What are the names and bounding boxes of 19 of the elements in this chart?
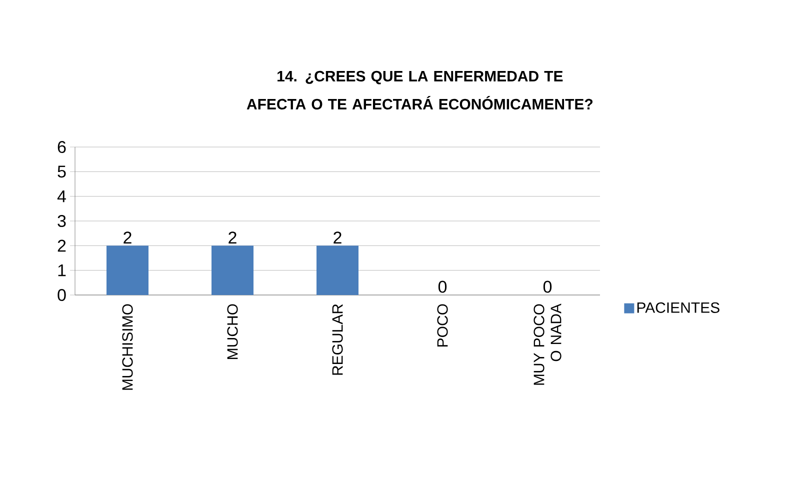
y-tick-label: 2	[58, 240, 66, 252]
x-tick-label: REGULAR	[332, 304, 343, 375]
data-label: 0	[543, 280, 552, 293]
x-tick-label: MUY POCO O NADA	[534, 304, 562, 385]
legend-label: PACIENTES	[637, 302, 720, 313]
chart-title: 14. ¿CREES QUE LA ENFERMEDAD TE AFECTA O TE AFECTARÁ ECONÓMICAMENTE?	[246, 70, 592, 110]
y-tick-label: 6	[58, 140, 66, 154]
x-tick-label: MUCHISIMO	[122, 304, 133, 390]
y-tick-label: 3	[58, 214, 66, 228]
x-tick-label: MUCHO	[227, 304, 238, 359]
y-tick-label: 1	[58, 264, 66, 276]
data-label: 2	[228, 232, 236, 244]
data-label: 2	[334, 232, 342, 244]
y-tick-label: 5	[58, 166, 66, 178]
data-label: 2	[124, 232, 132, 244]
y-tick-label: 0	[58, 288, 66, 302]
y-tick-label: 4	[57, 190, 66, 202]
x-tick-label: POCO	[437, 304, 448, 346]
data-label: 0	[438, 280, 447, 293]
